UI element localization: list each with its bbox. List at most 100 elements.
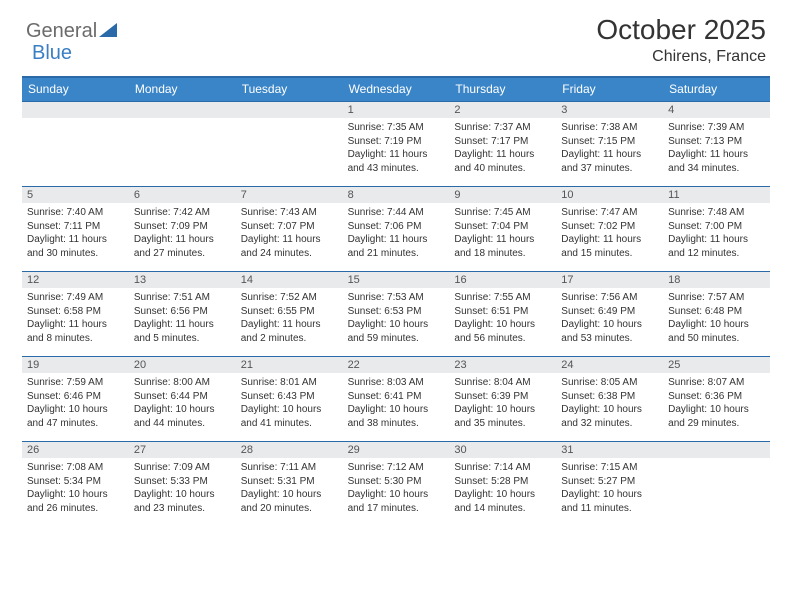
sunrise-text: Sunrise: 7:43 AM bbox=[241, 206, 338, 220]
day-body: Sunrise: 7:11 AMSunset: 5:31 PMDaylight:… bbox=[236, 458, 343, 519]
sunrise-text: Sunrise: 8:01 AM bbox=[241, 376, 338, 390]
sunset-text: Sunset: 7:17 PM bbox=[454, 135, 551, 149]
day-body: Sunrise: 8:00 AMSunset: 6:44 PMDaylight:… bbox=[129, 373, 236, 434]
sunset-text: Sunset: 6:44 PM bbox=[134, 390, 231, 404]
day-body: Sunrise: 7:45 AMSunset: 7:04 PMDaylight:… bbox=[449, 203, 556, 264]
daylight-text: Daylight: 10 hours and 26 minutes. bbox=[27, 488, 124, 515]
sunset-text: Sunset: 6:48 PM bbox=[668, 305, 765, 319]
day-cell: 24Sunrise: 8:05 AMSunset: 6:38 PMDayligh… bbox=[556, 357, 663, 441]
day-body: Sunrise: 7:42 AMSunset: 7:09 PMDaylight:… bbox=[129, 203, 236, 264]
day-number: 30 bbox=[449, 442, 556, 458]
sunset-text: Sunset: 6:51 PM bbox=[454, 305, 551, 319]
day-body: Sunrise: 7:59 AMSunset: 6:46 PMDaylight:… bbox=[22, 373, 129, 434]
day-number: 6 bbox=[129, 187, 236, 203]
dow-cell: Tuesday bbox=[236, 78, 343, 101]
week-row: 5Sunrise: 7:40 AMSunset: 7:11 PMDaylight… bbox=[22, 186, 770, 271]
sunset-text: Sunset: 6:41 PM bbox=[348, 390, 445, 404]
sunrise-text: Sunrise: 7:15 AM bbox=[561, 461, 658, 475]
day-number: 8 bbox=[343, 187, 450, 203]
day-body: Sunrise: 7:57 AMSunset: 6:48 PMDaylight:… bbox=[663, 288, 770, 349]
sunrise-text: Sunrise: 7:56 AM bbox=[561, 291, 658, 305]
title-block: October 2025 Chirens, France bbox=[596, 14, 766, 66]
daylight-text: Daylight: 10 hours and 41 minutes. bbox=[241, 403, 338, 430]
day-number: 28 bbox=[236, 442, 343, 458]
daylight-text: Daylight: 10 hours and 14 minutes. bbox=[454, 488, 551, 515]
day-cell: 27Sunrise: 7:09 AMSunset: 5:33 PMDayligh… bbox=[129, 442, 236, 526]
day-number bbox=[129, 102, 236, 118]
day-number: 3 bbox=[556, 102, 663, 118]
sunset-text: Sunset: 5:31 PM bbox=[241, 475, 338, 489]
day-cell: 12Sunrise: 7:49 AMSunset: 6:58 PMDayligh… bbox=[22, 272, 129, 356]
sunset-text: Sunset: 7:15 PM bbox=[561, 135, 658, 149]
sunset-text: Sunset: 7:07 PM bbox=[241, 220, 338, 234]
daylight-text: Daylight: 10 hours and 44 minutes. bbox=[134, 403, 231, 430]
month-title: October 2025 bbox=[596, 14, 766, 46]
day-body: Sunrise: 7:37 AMSunset: 7:17 PMDaylight:… bbox=[449, 118, 556, 179]
day-body: Sunrise: 7:14 AMSunset: 5:28 PMDaylight:… bbox=[449, 458, 556, 519]
sunset-text: Sunset: 7:06 PM bbox=[348, 220, 445, 234]
sunset-text: Sunset: 7:09 PM bbox=[134, 220, 231, 234]
sunset-text: Sunset: 7:13 PM bbox=[668, 135, 765, 149]
sunset-text: Sunset: 6:49 PM bbox=[561, 305, 658, 319]
day-cell: 31Sunrise: 7:15 AMSunset: 5:27 PMDayligh… bbox=[556, 442, 663, 526]
day-body: Sunrise: 7:44 AMSunset: 7:06 PMDaylight:… bbox=[343, 203, 450, 264]
sunset-text: Sunset: 6:55 PM bbox=[241, 305, 338, 319]
dow-cell: Saturday bbox=[663, 78, 770, 101]
daylight-text: Daylight: 11 hours and 21 minutes. bbox=[348, 233, 445, 260]
day-number bbox=[22, 102, 129, 118]
daylight-text: Daylight: 10 hours and 23 minutes. bbox=[134, 488, 231, 515]
day-body: Sunrise: 8:05 AMSunset: 6:38 PMDaylight:… bbox=[556, 373, 663, 434]
daylight-text: Daylight: 10 hours and 11 minutes. bbox=[561, 488, 658, 515]
day-number: 12 bbox=[22, 272, 129, 288]
sunset-text: Sunset: 5:27 PM bbox=[561, 475, 658, 489]
day-cell: 3Sunrise: 7:38 AMSunset: 7:15 PMDaylight… bbox=[556, 102, 663, 186]
sunrise-text: Sunrise: 7:53 AM bbox=[348, 291, 445, 305]
day-number: 7 bbox=[236, 187, 343, 203]
weeks-container: 1Sunrise: 7:35 AMSunset: 7:19 PMDaylight… bbox=[22, 101, 770, 526]
logo: General bbox=[26, 14, 119, 43]
sunrise-text: Sunrise: 7:59 AM bbox=[27, 376, 124, 390]
dow-row: SundayMondayTuesdayWednesdayThursdayFrid… bbox=[22, 78, 770, 101]
day-cell: 29Sunrise: 7:12 AMSunset: 5:30 PMDayligh… bbox=[343, 442, 450, 526]
daylight-text: Daylight: 10 hours and 56 minutes. bbox=[454, 318, 551, 345]
daylight-text: Daylight: 11 hours and 43 minutes. bbox=[348, 148, 445, 175]
sunrise-text: Sunrise: 7:45 AM bbox=[454, 206, 551, 220]
sunrise-text: Sunrise: 8:05 AM bbox=[561, 376, 658, 390]
day-body: Sunrise: 7:56 AMSunset: 6:49 PMDaylight:… bbox=[556, 288, 663, 349]
sunrise-text: Sunrise: 8:03 AM bbox=[348, 376, 445, 390]
day-body: Sunrise: 7:49 AMSunset: 6:58 PMDaylight:… bbox=[22, 288, 129, 349]
sunset-text: Sunset: 7:19 PM bbox=[348, 135, 445, 149]
day-number: 20 bbox=[129, 357, 236, 373]
day-cell: 21Sunrise: 8:01 AMSunset: 6:43 PMDayligh… bbox=[236, 357, 343, 441]
day-number: 29 bbox=[343, 442, 450, 458]
day-body: Sunrise: 7:12 AMSunset: 5:30 PMDaylight:… bbox=[343, 458, 450, 519]
daylight-text: Daylight: 10 hours and 35 minutes. bbox=[454, 403, 551, 430]
day-number: 26 bbox=[22, 442, 129, 458]
day-body: Sunrise: 8:04 AMSunset: 6:39 PMDaylight:… bbox=[449, 373, 556, 434]
sunrise-text: Sunrise: 7:39 AM bbox=[668, 121, 765, 135]
daylight-text: Daylight: 11 hours and 30 minutes. bbox=[27, 233, 124, 260]
day-cell bbox=[236, 102, 343, 186]
day-cell: 15Sunrise: 7:53 AMSunset: 6:53 PMDayligh… bbox=[343, 272, 450, 356]
sunrise-text: Sunrise: 7:49 AM bbox=[27, 291, 124, 305]
dow-cell: Wednesday bbox=[343, 78, 450, 101]
day-cell: 1Sunrise: 7:35 AMSunset: 7:19 PMDaylight… bbox=[343, 102, 450, 186]
day-number: 14 bbox=[236, 272, 343, 288]
day-body: Sunrise: 7:38 AMSunset: 7:15 PMDaylight:… bbox=[556, 118, 663, 179]
day-cell: 26Sunrise: 7:08 AMSunset: 5:34 PMDayligh… bbox=[22, 442, 129, 526]
sunrise-text: Sunrise: 7:57 AM bbox=[668, 291, 765, 305]
day-number: 24 bbox=[556, 357, 663, 373]
sunrise-text: Sunrise: 7:14 AM bbox=[454, 461, 551, 475]
daylight-text: Daylight: 10 hours and 20 minutes. bbox=[241, 488, 338, 515]
sunset-text: Sunset: 5:33 PM bbox=[134, 475, 231, 489]
sunset-text: Sunset: 6:39 PM bbox=[454, 390, 551, 404]
week-row: 12Sunrise: 7:49 AMSunset: 6:58 PMDayligh… bbox=[22, 271, 770, 356]
logo-text-blue: Blue bbox=[32, 42, 72, 65]
calendar: SundayMondayTuesdayWednesdayThursdayFrid… bbox=[22, 76, 770, 526]
daylight-text: Daylight: 10 hours and 38 minutes. bbox=[348, 403, 445, 430]
day-cell: 17Sunrise: 7:56 AMSunset: 6:49 PMDayligh… bbox=[556, 272, 663, 356]
day-cell bbox=[22, 102, 129, 186]
location-label: Chirens, France bbox=[596, 48, 766, 66]
daylight-text: Daylight: 11 hours and 24 minutes. bbox=[241, 233, 338, 260]
sunset-text: Sunset: 7:11 PM bbox=[27, 220, 124, 234]
